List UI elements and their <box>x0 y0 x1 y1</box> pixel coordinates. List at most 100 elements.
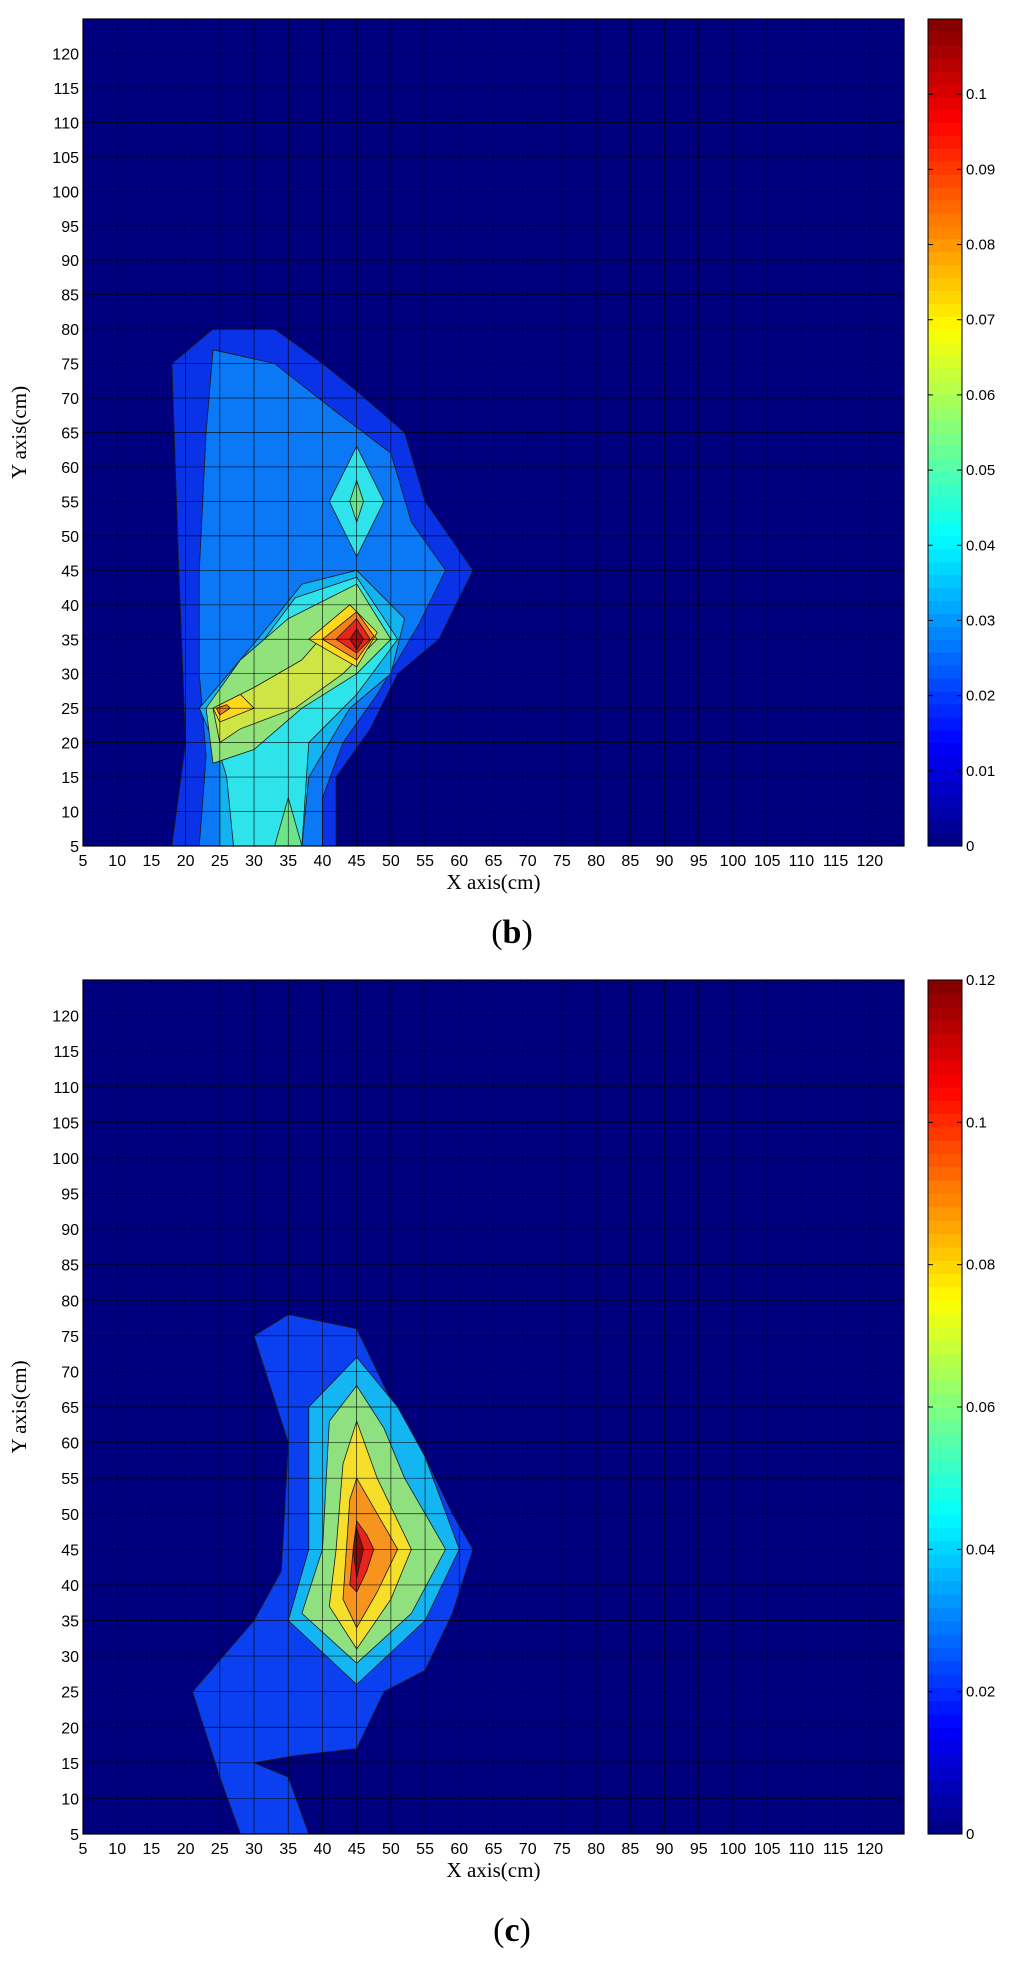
colorbar-step-1 <box>928 1807 962 1822</box>
colorbar-step-22 <box>928 1527 962 1542</box>
colorbar-step-18 <box>928 1580 962 1595</box>
plot-frame <box>82 18 905 847</box>
colorbar-tick-label-5: 0.1 <box>966 1114 987 1131</box>
x-tick-label-21: 110 <box>789 853 815 870</box>
x-tick-label-11: 60 <box>450 1841 468 1858</box>
x-tick-label-3: 20 <box>177 1841 195 1858</box>
colorbar-step-54 <box>928 1100 962 1115</box>
colorbar-step-42 <box>928 290 962 304</box>
y-tick-label-18: 95 <box>61 219 79 236</box>
colorbar-step-43 <box>928 1246 962 1261</box>
colorbar-tick-label-6: 0.06 <box>966 387 995 404</box>
colorbar-step-36 <box>928 367 962 382</box>
colorbar-step-39 <box>928 329 962 343</box>
colorbar-step-12 <box>928 678 962 692</box>
colorbar-step-3 <box>928 1780 962 1795</box>
colorbar-step-8 <box>928 1713 962 1728</box>
colorbar-step-47 <box>928 225 962 240</box>
colorbar-step-50 <box>928 1153 962 1168</box>
colorbar-step-0 <box>928 1820 962 1835</box>
colorbar-step-58 <box>928 83 962 98</box>
colorbar-step-25 <box>928 1487 962 1501</box>
colorbar-step-61 <box>928 44 962 59</box>
colorbar-step-45 <box>928 1220 962 1235</box>
x-tick-label-9: 50 <box>382 1841 400 1858</box>
y-tick-label-23: 120 <box>52 46 79 63</box>
colorbar-step-20 <box>928 574 962 589</box>
x-tick-label-2: 15 <box>143 853 161 870</box>
colorbar-step-60 <box>928 57 962 72</box>
colorbar-step-24 <box>928 1500 962 1515</box>
colorbar-tick-label-2: 0.04 <box>966 1541 995 1558</box>
colorbar-step-11 <box>928 690 962 705</box>
colorbar-step-21 <box>928 561 962 576</box>
colorbar-step-37 <box>928 354 962 369</box>
y-tick-label-7: 40 <box>61 1578 79 1595</box>
colorbar-step-42 <box>928 1260 962 1275</box>
y-tick-label-5: 30 <box>61 1649 79 1666</box>
colorbar-step-47 <box>928 1193 962 1208</box>
colorbar-step-53 <box>928 1113 962 1128</box>
y-tick-label-22: 115 <box>53 81 79 98</box>
colorbar-step-58 <box>928 1046 962 1061</box>
x-tick-label-7: 40 <box>314 853 332 870</box>
y-tick-label-10: 55 <box>61 494 79 511</box>
colorbar-step-14 <box>928 652 962 666</box>
x-tick-label-17: 90 <box>656 1841 674 1858</box>
colorbar-step-34 <box>928 393 962 408</box>
y-tick-label-13: 70 <box>61 391 79 408</box>
colorbar-step-0 <box>928 833 962 847</box>
colorbar-step-33 <box>928 406 962 421</box>
y-tick-label-21: 110 <box>53 115 79 132</box>
x-tick-label-8: 45 <box>348 853 366 870</box>
x-tick-label-14: 75 <box>553 1841 571 1858</box>
colorbar-step-9 <box>928 716 962 731</box>
colorbar-step-59 <box>928 70 962 85</box>
colorbar-step-10 <box>928 1687 962 1702</box>
colorbar-step-32 <box>928 1393 962 1408</box>
colorbar-step-51 <box>928 1140 962 1155</box>
y-tick-label-14: 75 <box>61 357 79 374</box>
x-axis-label: X axis(cm) <box>447 1858 541 1882</box>
colorbar-step-1 <box>928 820 962 834</box>
y-tick-label-3: 20 <box>61 1720 79 1737</box>
colorbar-step-36 <box>928 1340 962 1355</box>
x-tick-label-8: 45 <box>348 1841 366 1858</box>
x-tick-label-1: 10 <box>108 1841 126 1858</box>
x-tick-label-12: 65 <box>485 853 503 870</box>
x-tick-label-11: 60 <box>450 853 468 870</box>
colorbar-step-2 <box>928 807 962 821</box>
y-tick-label-2: 15 <box>61 770 79 787</box>
colorbar-step-57 <box>928 1060 962 1074</box>
colorbar-step-4 <box>928 1767 962 1782</box>
colorbar-step-11 <box>928 1673 962 1688</box>
y-tick-label-23: 120 <box>52 1009 79 1026</box>
colorbar-step-48 <box>928 1180 962 1195</box>
y-tick-label-18: 95 <box>61 1187 79 1204</box>
colorbar-step-33 <box>928 1380 962 1395</box>
colorbar-step-49 <box>928 199 962 214</box>
x-tick-label-18: 95 <box>690 853 708 870</box>
x-tick-label-16: 85 <box>621 853 639 870</box>
colorbar-step-46 <box>928 238 962 253</box>
colorbar-tick-label-2: 0.02 <box>966 688 995 705</box>
x-tick-label-1: 10 <box>108 853 126 870</box>
colorbar-step-32 <box>928 419 962 434</box>
y-tick-label-1: 10 <box>61 805 79 822</box>
colorbar-tick-label-8: 0.08 <box>966 237 995 254</box>
colorbar-tick-label-6: 0.12 <box>966 972 995 989</box>
y-tick-label-5: 30 <box>61 667 79 684</box>
colorbar-tick-label-3: 0.03 <box>966 612 995 629</box>
colorbar-step-5 <box>928 768 962 782</box>
colorbar-step-50 <box>928 186 962 201</box>
colorbar-step-28 <box>928 471 962 485</box>
x-tick-label-23: 120 <box>856 1841 883 1858</box>
colorbar-tick-label-0: 0 <box>966 838 974 855</box>
y-tick-label-9: 50 <box>61 1507 79 1524</box>
colorbar-step-13 <box>928 1647 962 1662</box>
y-tick-label-12: 65 <box>61 1400 79 1417</box>
chart-panel-1: 5 10 15 20 25 30 35 40 45 50 55 60 65 70 75 80 85 90 95 100… <box>7 972 995 1882</box>
y-tick-label-6: 35 <box>61 632 79 649</box>
colorbar-step-19 <box>928 1567 962 1582</box>
colorbar-step-41 <box>928 1273 962 1288</box>
